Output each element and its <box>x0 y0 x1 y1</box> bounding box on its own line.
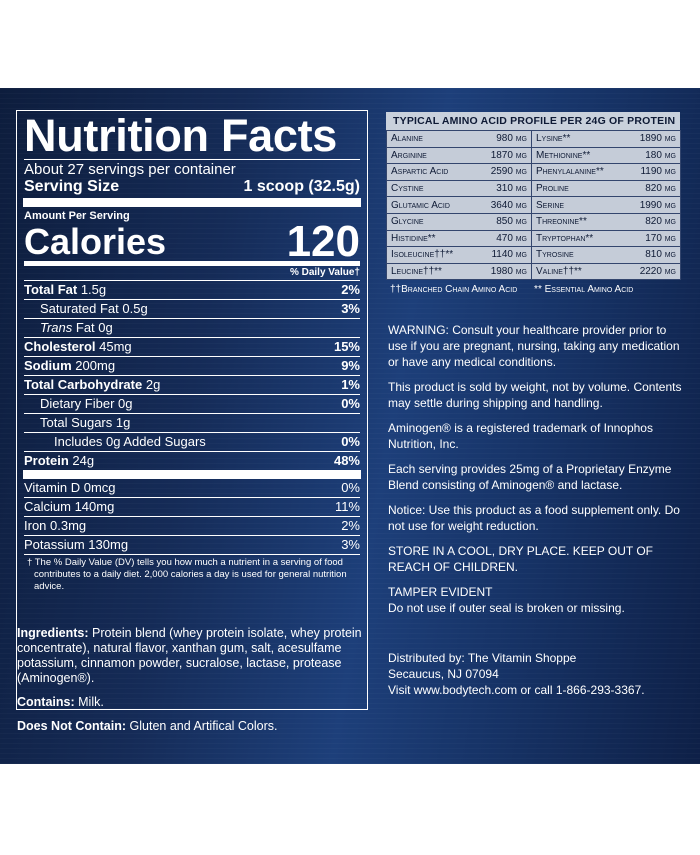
vitamin-row-iron: Iron 0.3mg 2% <box>24 517 360 536</box>
thick-divider <box>23 198 361 207</box>
amino-name: Phenylalanine** <box>531 163 628 181</box>
amino-row: Cystine 310 mg Proline 820 mg <box>386 179 681 198</box>
amino-acid-profile: Typical Amino Acid Profile per 24g of Pr… <box>386 112 681 299</box>
distributor-name: Distributed by: The Vitamin Shoppe <box>388 651 577 665</box>
amino-name: Tryptophan** <box>531 229 628 248</box>
notices-section: WARNING: Consult your healthcare provide… <box>388 322 688 625</box>
amino-name: Lysine** <box>531 130 628 148</box>
amino-acid-title: Typical Amino Acid Profile per 24g of Pr… <box>386 112 680 130</box>
amino-value: 850 mg <box>478 212 532 231</box>
amino-value: 1990 mg <box>627 196 681 214</box>
eaa-note: ** Essential Amino Acid <box>534 284 634 296</box>
amino-value: 2220 mg <box>627 262 681 281</box>
amino-name: Aspartic Acid <box>386 163 479 181</box>
nutrient-row-total-fat: Total Fat 1.5g 2% <box>24 281 360 300</box>
serving-size-label: Serving Size <box>24 178 120 195</box>
amino-name: Proline <box>531 179 628 198</box>
amino-name: Serine <box>531 196 628 214</box>
distributor-contact: Visit www.bodytech.com or call 1-866-293… <box>388 683 645 697</box>
does-not-contain-text: Does Not Contain: Gluten and Artifical C… <box>17 719 278 733</box>
nutrient-row-trans-fat: Trans Fat 0g <box>24 319 360 338</box>
sold-by-weight-text: This product is sold by weight, not by v… <box>388 380 682 410</box>
amino-value: 1140 mg <box>478 246 532 264</box>
amino-value: 1890 mg <box>627 130 681 148</box>
amino-name: Arginine <box>386 146 479 165</box>
amino-acid-legend: ††Branched Chain Amino Acid ** Essential… <box>386 280 680 299</box>
daily-value-footnote: † The % Daily Value (DV) tells you how m… <box>27 557 347 592</box>
calories-row: Calories 120 <box>24 217 360 266</box>
amino-value: 810 mg <box>627 246 681 264</box>
storage-text: STORE IN A COOL, DRY PLACE. KEEP OUT OF … <box>388 544 653 574</box>
amount-per-serving: Amount Per Serving <box>24 210 130 222</box>
amino-acid-table: Alanine 980 mg Lysine** 1890 mg Arginine 1870… <box>386 130 681 281</box>
thick-divider <box>23 470 361 479</box>
amino-row: Leucine††** 1980 mg Valine††** 2220 mg <box>386 262 681 281</box>
vitamin-row-calcium: Calcium 140mg 11% <box>24 498 360 517</box>
serving-size-row: Serving Size 1 scoop (32.5g) <box>24 178 360 198</box>
amino-name: Alanine <box>386 130 479 148</box>
amino-name: Valine††** <box>531 262 628 281</box>
serving-size-value: 1 scoop (32.5g) <box>243 178 360 195</box>
calories-label: Calories <box>24 221 167 262</box>
bcaa-note: ††Branched Chain Amino Acid <box>390 284 518 296</box>
nutrient-row-cholesterol: Cholesterol 45mg 15% <box>24 338 360 357</box>
amino-row: Isoleucine††** 1140 mg Tyrosine 810 mg <box>386 246 681 264</box>
tamper-evident-text: TAMPER EVIDENT Do not use if outer seal i… <box>388 585 625 615</box>
amino-value: 980 mg <box>478 130 532 148</box>
amino-row: Glutamic Acid 3640 mg Serine 1990 mg <box>386 196 681 214</box>
label-panel: Nutrition Facts About 27 servings per co… <box>0 88 700 764</box>
amino-row: Histidine** 470 mg Tryptophan** 170 mg <box>386 229 681 248</box>
amino-name: Cystine <box>386 179 479 198</box>
notice-text: Notice: Use this product as a food suppl… <box>388 503 680 533</box>
warning-text: WARNING: Consult your healthcare provide… <box>388 323 680 369</box>
nutrient-row-saturated-fat: Saturated Fat 0.5g 3% <box>24 300 360 319</box>
trademark-text: Aminogen® is a registered trademark of I… <box>388 421 653 451</box>
servings-per-container: About 27 servings per container <box>24 159 360 178</box>
amino-name: Glutamic Acid <box>386 196 479 214</box>
nutrition-facts-title: Nutrition Facts <box>24 110 338 161</box>
nutrient-row-dietary-fiber: Dietary Fiber 0g 0% <box>24 395 360 414</box>
amino-value: 1190 mg <box>627 163 681 181</box>
nutrient-row-added-sugars: Includes 0g Added Sugars 0% <box>24 433 360 452</box>
nutrition-facts-box: Nutrition Facts About 27 servings per co… <box>16 110 368 710</box>
amino-row: Alanine 980 mg Lysine** 1890 mg <box>386 130 681 148</box>
amino-name: Glycine <box>386 212 479 231</box>
nutrient-row-protein: Protein 24g 48% <box>24 453 360 468</box>
nutrient-row-total-carbohydrate: Total Carbohydrate 2g 1% <box>24 376 360 395</box>
contains-text: Contains: Milk. <box>17 695 104 709</box>
ingredients-section: Ingredients: Protein blend (whey protein… <box>17 626 367 743</box>
amino-value: 1870 mg <box>478 146 532 165</box>
enzyme-blend-text: Each serving provides 25mg of a Propriet… <box>388 462 672 492</box>
amino-name: Methionine** <box>531 146 628 165</box>
medium-divider <box>24 261 360 266</box>
amino-name: Leucine††** <box>386 262 479 281</box>
amino-name: Histidine** <box>386 229 479 248</box>
calories-value: 120 <box>286 217 360 266</box>
distributor-info: Distributed by: The Vitamin Shoppe Secau… <box>388 650 688 698</box>
amino-value: 3640 mg <box>478 196 532 214</box>
amino-row: Glycine 850 mg Threonine** 820 mg <box>386 212 681 231</box>
amino-value: 2590 mg <box>478 163 532 181</box>
distributor-address: Secaucus, NJ 07094 <box>388 667 499 681</box>
daily-value-header: % Daily Value† <box>24 266 360 281</box>
amino-value: 310 mg <box>478 179 532 198</box>
amino-value: 1980 mg <box>478 262 532 281</box>
amino-value: 820 mg <box>627 179 681 198</box>
amino-row: Aspartic Acid 2590 mg Phenylalanine** 1190 … <box>386 163 681 181</box>
amino-name: Threonine** <box>531 212 628 231</box>
amino-name: Tyrosine <box>531 246 628 264</box>
amino-value: 170 mg <box>627 229 681 248</box>
amino-value: 820 mg <box>627 212 681 231</box>
nutrient-row-sodium: Sodium 200mg 9% <box>24 357 360 376</box>
amino-row: Arginine 1870 mg Methionine** 180 mg <box>386 146 681 165</box>
amino-value: 470 mg <box>478 229 532 248</box>
vitamin-row-vitamin-d: Vitamin D 0mcg 0% <box>24 479 360 498</box>
ingredients-text: Ingredients: Protein blend (whey protein… <box>17 626 362 685</box>
amino-value: 180 mg <box>627 146 681 165</box>
vitamin-row-potassium: Potassium 130mg 3% <box>24 536 360 555</box>
nutrient-row-total-sugars: Total Sugars 1g <box>24 414 360 433</box>
amino-name: Isoleucine††** <box>386 246 479 264</box>
